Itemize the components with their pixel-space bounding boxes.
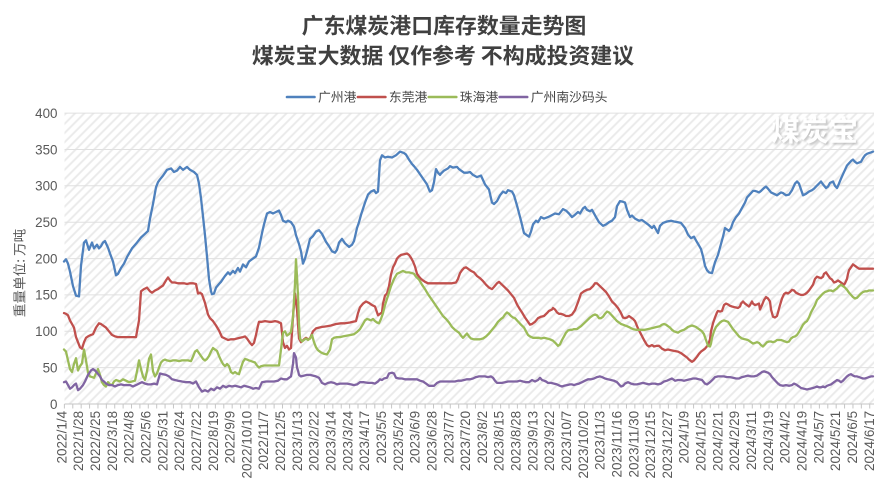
svg-text:100: 100 xyxy=(35,324,57,339)
svg-text:50: 50 xyxy=(43,360,58,375)
svg-text:2023/11/3: 2023/11/3 xyxy=(593,411,608,470)
svg-text:2024/4/19: 2024/4/19 xyxy=(795,411,810,471)
svg-text:2022/12/5: 2022/12/5 xyxy=(273,411,288,471)
svg-text:2023/3/14: 2023/3/14 xyxy=(324,410,339,471)
svg-text:2024/5/21: 2024/5/21 xyxy=(828,411,843,471)
svg-text:2023/11/16: 2023/11/16 xyxy=(610,411,625,478)
svg-text:2023/10/7: 2023/10/7 xyxy=(559,411,574,471)
svg-text:400: 400 xyxy=(35,106,57,121)
svg-text:2022/6/24: 2022/6/24 xyxy=(172,410,187,471)
svg-text:2023/6/28: 2023/6/28 xyxy=(424,411,439,471)
svg-text:2024/2/29: 2024/2/29 xyxy=(727,411,742,471)
svg-text:2023/12/15: 2023/12/15 xyxy=(643,411,658,479)
svg-text:2024/1/25: 2024/1/25 xyxy=(694,411,709,471)
svg-text:0: 0 xyxy=(50,397,57,412)
svg-text:2023/2/22: 2023/2/22 xyxy=(307,411,322,471)
svg-text:2023/12/27: 2023/12/27 xyxy=(660,411,675,479)
svg-text:2024/1/9: 2024/1/9 xyxy=(677,411,692,464)
svg-text:2024/6/5: 2024/6/5 xyxy=(845,411,860,464)
svg-text:2023/7/20: 2023/7/20 xyxy=(458,411,473,471)
svg-text:2024/3/11: 2024/3/11 xyxy=(744,411,759,470)
svg-text:2023/8/2: 2023/8/2 xyxy=(475,411,490,464)
svg-text:2022/10/10: 2022/10/10 xyxy=(239,411,254,479)
svg-text:250: 250 xyxy=(35,215,57,230)
svg-text:300: 300 xyxy=(35,179,57,194)
svg-text:2022/2/25: 2022/2/25 xyxy=(88,411,103,471)
svg-text:2022/3/18: 2022/3/18 xyxy=(105,411,120,471)
svg-text:2023/7/7: 2023/7/7 xyxy=(441,411,456,464)
svg-text:2024/6/17: 2024/6/17 xyxy=(862,411,877,471)
svg-text:2024/4/2: 2024/4/2 xyxy=(778,411,793,464)
svg-text:2023/6/9: 2023/6/9 xyxy=(408,411,423,464)
svg-text:2023/11/30: 2023/11/30 xyxy=(626,411,641,478)
svg-text:2024/2/21: 2024/2/21 xyxy=(710,411,725,471)
svg-text:350: 350 xyxy=(35,142,57,157)
svg-text:150: 150 xyxy=(35,288,57,303)
svg-text:2022/9/9: 2022/9/9 xyxy=(223,411,238,464)
svg-text:2022/5/6: 2022/5/6 xyxy=(139,411,154,464)
svg-text:2023/9/13: 2023/9/13 xyxy=(525,411,540,471)
svg-text:2022/1/28: 2022/1/28 xyxy=(71,411,86,471)
svg-text:2023/8/28: 2023/8/28 xyxy=(509,411,524,471)
svg-text:2024/3/19: 2024/3/19 xyxy=(761,411,776,471)
svg-text:2022/1/4: 2022/1/4 xyxy=(54,410,69,463)
svg-text:2022/4/8: 2022/4/8 xyxy=(122,411,137,464)
svg-text:2023/8/15: 2023/8/15 xyxy=(492,411,507,471)
svg-text:200: 200 xyxy=(35,251,57,266)
svg-text:2023/1/13: 2023/1/13 xyxy=(290,411,305,471)
svg-text:2022/8/19: 2022/8/19 xyxy=(206,411,221,471)
svg-text:2023/4/17: 2023/4/17 xyxy=(357,411,372,471)
svg-text:2023/10/20: 2023/10/20 xyxy=(576,411,591,479)
svg-text:2023/9/22: 2023/9/22 xyxy=(542,411,557,471)
svg-text:2024/5/7: 2024/5/7 xyxy=(811,411,826,464)
svg-text:2023/3/24: 2023/3/24 xyxy=(340,410,355,471)
svg-text:2022/7/22: 2022/7/22 xyxy=(189,411,204,471)
svg-text:2022/5/31: 2022/5/31 xyxy=(155,411,170,471)
svg-text:2023/5/24: 2023/5/24 xyxy=(391,410,406,471)
svg-text:2023/5/5: 2023/5/5 xyxy=(374,411,389,464)
svg-text:2022/11/7: 2022/11/7 xyxy=(256,411,271,470)
